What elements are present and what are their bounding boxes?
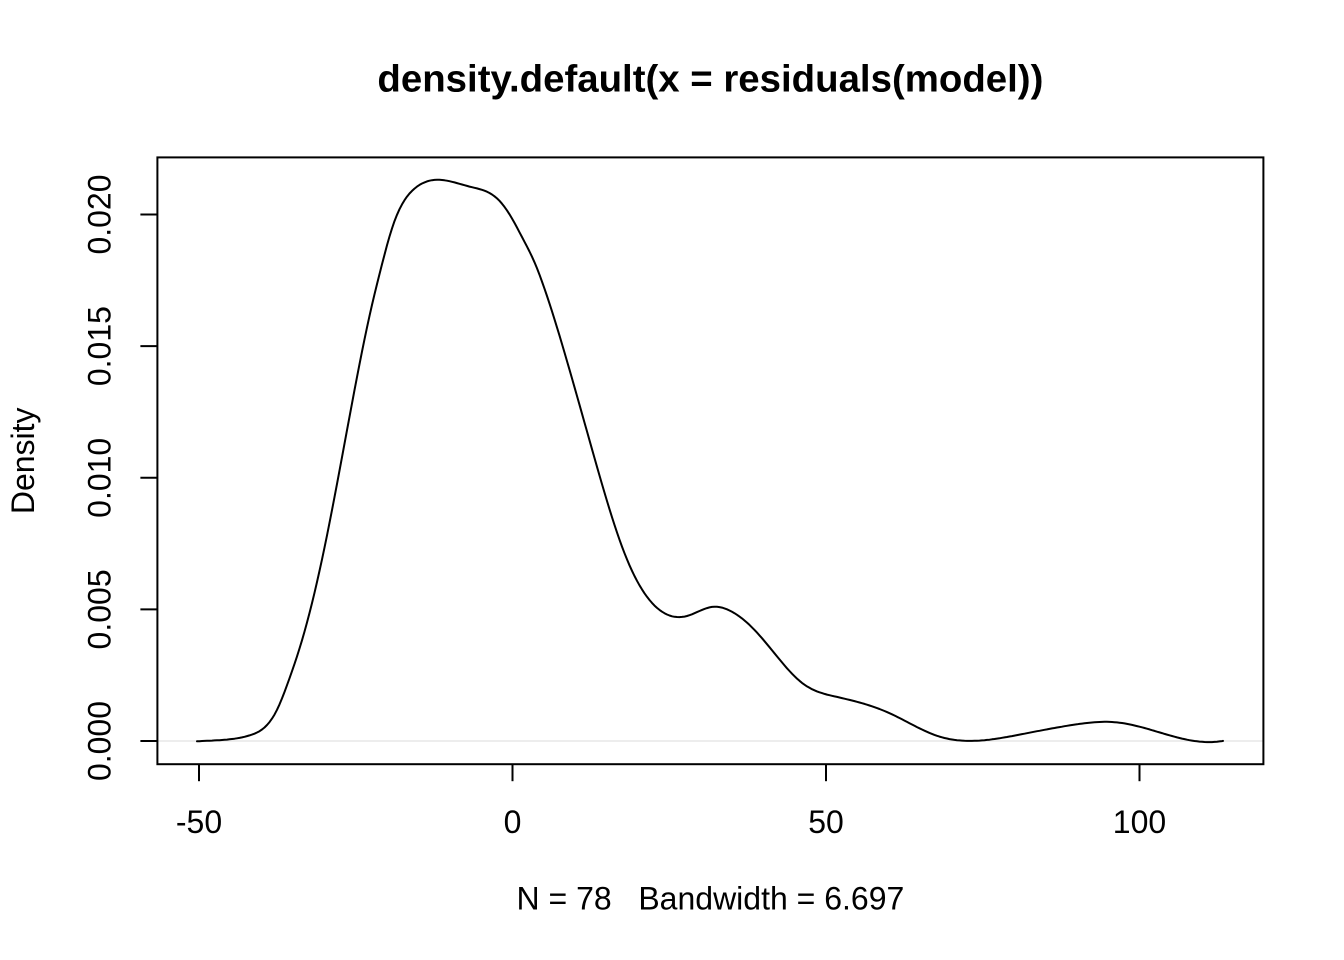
svg-text:0.005: 0.005 bbox=[82, 569, 118, 649]
svg-text:100: 100 bbox=[1113, 804, 1166, 840]
svg-text:N = 78 Bandwidth = 6.697: N = 78 Bandwidth = 6.697 bbox=[516, 880, 904, 916]
svg-text:-50: -50 bbox=[176, 804, 222, 840]
svg-text:0.010: 0.010 bbox=[82, 438, 118, 518]
svg-text:density.default(x = residuals(: density.default(x = residuals(model)) bbox=[377, 58, 1043, 101]
svg-text:0.015: 0.015 bbox=[82, 306, 118, 386]
svg-text:0.000: 0.000 bbox=[82, 701, 118, 781]
svg-text:Density: Density bbox=[5, 407, 41, 514]
svg-text:0: 0 bbox=[504, 804, 522, 840]
svg-text:50: 50 bbox=[808, 804, 844, 840]
svg-text:0.020: 0.020 bbox=[82, 174, 118, 254]
